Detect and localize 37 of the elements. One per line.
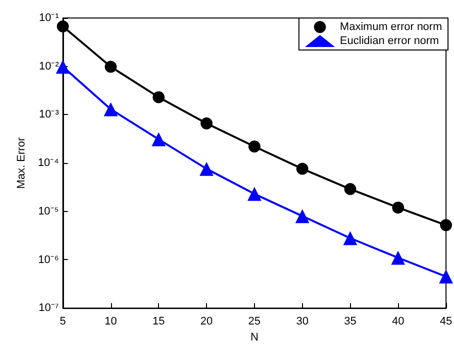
- point: [200, 162, 214, 176]
- x-tick-label: 40: [392, 316, 404, 328]
- point: [200, 117, 213, 130]
- x-tick-label: 5: [60, 316, 66, 328]
- y-tick-label: 10⁻¹: [38, 12, 60, 24]
- x-tick-label: 10: [104, 316, 117, 328]
- legend-label: Maximum error norm: [340, 21, 442, 33]
- legend-label: Euclidian error norm: [340, 35, 439, 47]
- point: [343, 231, 358, 246]
- y-tick-label: 10⁻⁷: [38, 302, 59, 314]
- x-tick-label: 35: [344, 316, 356, 328]
- point: [295, 209, 310, 224]
- point: [152, 91, 165, 104]
- point: [439, 270, 453, 284]
- point: [296, 162, 308, 175]
- y-tick-label: 10⁻⁵: [38, 205, 59, 218]
- y-tick-label: 10⁻²: [38, 60, 60, 72]
- y-axis-title: Max. Error: [16, 137, 28, 189]
- point: [248, 140, 260, 152]
- x-tick-label: 45: [440, 316, 452, 328]
- point: [247, 186, 262, 201]
- x-tick-label: 20: [200, 316, 213, 328]
- y-tick-label: 10⁻⁴: [38, 157, 60, 170]
- x-axis-title: N: [250, 332, 258, 344]
- point: [104, 60, 117, 73]
- point: [56, 20, 69, 32]
- point: [440, 219, 452, 232]
- point: [104, 102, 118, 116]
- y-tick-label: 10⁻³: [38, 108, 60, 121]
- point: [344, 183, 356, 196]
- x-tick-label: 25: [248, 316, 261, 328]
- point: [392, 202, 404, 214]
- point: [152, 132, 166, 146]
- point: [391, 250, 406, 265]
- x-tick-label: 15: [152, 316, 165, 328]
- x-tick-label: 30: [296, 316, 308, 328]
- y-tick-label: 10⁻⁶: [38, 254, 59, 266]
